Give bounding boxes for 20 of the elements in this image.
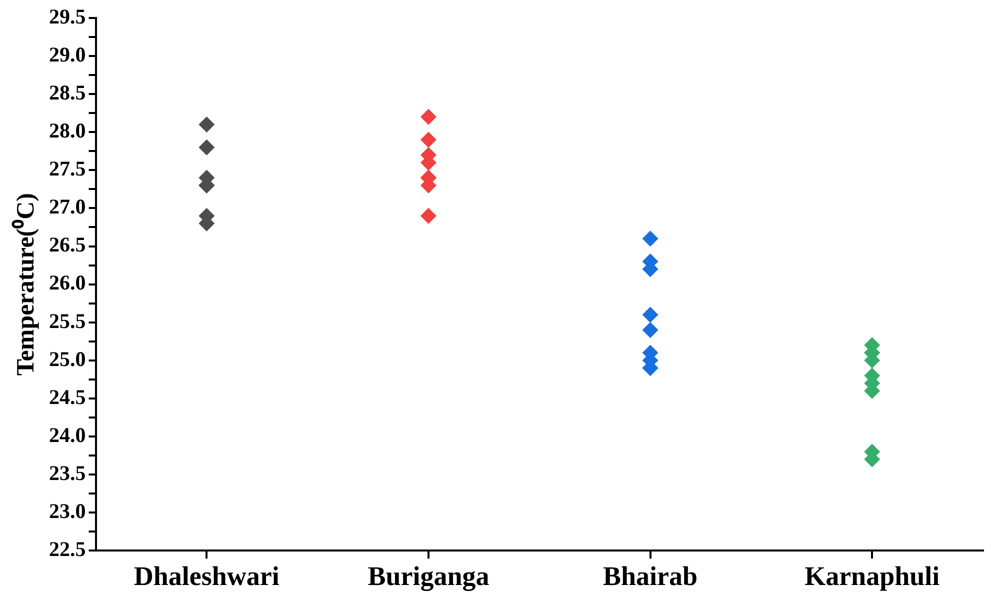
- y-tick-label: 29.0: [49, 42, 86, 66]
- y-tick-label: 28.0: [49, 118, 86, 143]
- y-tick-label: 26.5: [49, 232, 86, 257]
- y-tick-label: 24.0: [49, 422, 86, 447]
- y-tick-label: 29.5: [49, 4, 86, 28]
- x-tick-label: Dhaleshwari: [134, 560, 280, 591]
- y-tick-label: 27.0: [49, 194, 86, 219]
- x-tick-label: Bhairab: [603, 560, 698, 591]
- y-axis-title: Temperature(⁰C): [11, 193, 40, 376]
- y-tick-label: 25.0: [49, 346, 86, 371]
- y-tick-label: 24.5: [49, 384, 86, 409]
- y-tick-label: 22.5: [49, 537, 86, 562]
- x-tick-label: Buriganga: [368, 560, 490, 591]
- x-tick-label: Karnaphuli: [804, 560, 940, 591]
- y-tick-label: 27.5: [49, 156, 86, 181]
- y-tick-label: 26.0: [49, 270, 86, 295]
- y-tick-label: 23.0: [49, 498, 86, 523]
- y-tick-label: 23.5: [49, 460, 86, 485]
- y-tick-label: 25.5: [49, 308, 86, 333]
- y-tick-label: 28.5: [49, 80, 86, 105]
